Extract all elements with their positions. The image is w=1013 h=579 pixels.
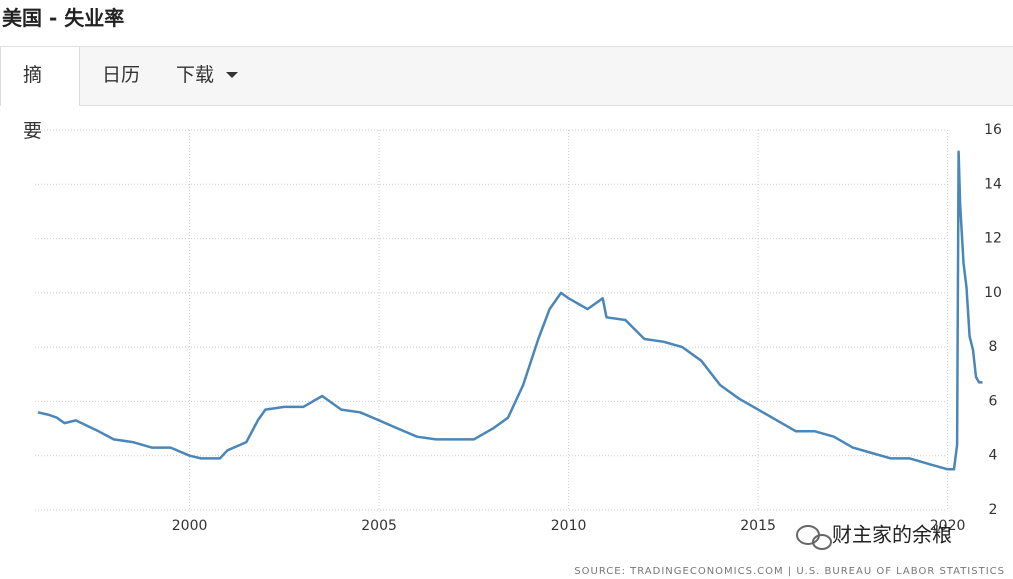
y-tick-label: 16 (984, 122, 1002, 138)
x-tick-label: 2005 (361, 518, 397, 534)
page-title: 美国 - 失业率 (2, 6, 125, 30)
x-tick-label: 2010 (551, 518, 587, 534)
x-tick-label: 2015 (740, 518, 776, 534)
tab[interactable]: 摘要 (0, 47, 80, 142)
tab-bar: 摘要 日历 下载 (0, 46, 1013, 142)
tab-label: 下载 (176, 64, 215, 86)
y-tick-label: 8 (989, 339, 998, 355)
tab[interactable]: 日历 (80, 47, 162, 105)
y-tick-label: 2 (989, 502, 998, 518)
caret (226, 72, 239, 78)
y-tick-label: 12 (984, 231, 1002, 247)
tab-label: 摘要 (23, 64, 43, 142)
y-tick-label: 4 (989, 448, 998, 464)
tab-label: 日历 (102, 64, 141, 86)
y-tick-label: 14 (984, 176, 1002, 192)
line (37, 150, 983, 471)
x-tick-label: 2020 (930, 518, 966, 534)
y-tick-label: 10 (984, 285, 1002, 301)
x-tick-label: 2000 (172, 518, 208, 534)
tab[interactable]: 下载 (154, 47, 254, 105)
watermark: 财主家的余粮 (796, 523, 952, 550)
source: SOURCE: TRADINGECONOMICS.COM | U.S. BURE… (574, 566, 1005, 577)
y-tick-label: 6 (989, 393, 998, 409)
watermark-text: 财主家的余粮 (832, 523, 952, 547)
